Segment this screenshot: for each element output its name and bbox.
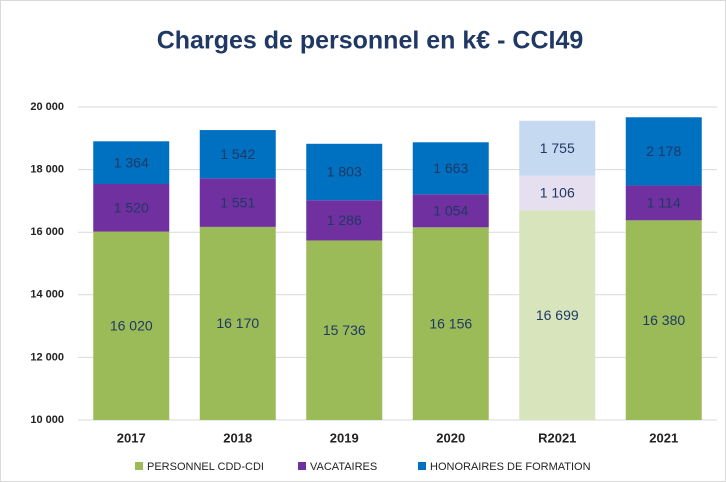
value-label: 1 663 [433,160,468,176]
y-tick-label: 10 000 [30,414,64,426]
value-label: 16 699 [536,307,579,323]
bar-segment [93,231,170,420]
legend-swatch [135,462,143,470]
x-tick-label: 2019 [330,430,359,445]
value-label: 15 736 [323,322,366,338]
x-tick-label: 2017 [117,430,146,445]
bar-segment [625,185,702,221]
bar-segment [306,200,383,241]
legend-swatch [418,462,426,470]
value-label: 2 178 [646,143,681,159]
y-tick-label: 16 000 [30,226,64,238]
value-label: 16 170 [216,315,259,331]
chart-title: Charges de personnel en k€ - CCI49 [157,27,584,55]
y-tick-label: 12 000 [30,351,64,363]
bar-segment [93,141,170,184]
legend-label: HONORAIRES DE FORMATION [430,461,591,473]
value-label: 16 020 [110,317,153,333]
bar-segment [625,220,702,420]
x-tick-label: R2021 [538,430,576,445]
value-label: 1 286 [327,212,362,228]
value-label: 1 114 [647,195,681,211]
value-label: 1 755 [540,140,575,156]
x-tick-label: 2020 [436,430,465,445]
bar-segment [412,142,489,195]
bar-segment [519,175,596,211]
value-label: 16 156 [429,315,472,331]
bar-segment [199,178,276,227]
y-tick-label: 14 000 [30,289,64,301]
y-tick-label: 20 000 [30,101,64,113]
value-label: 1 551 [220,194,255,210]
bar-segment [199,226,276,420]
bar-segment [625,117,702,186]
value-label: 1 803 [327,164,362,180]
legend-label: PERSONNEL CDD-CDI [147,461,264,473]
bar-segment [93,183,170,232]
bar-segment [519,210,596,420]
bar-segment [519,120,596,176]
x-tick-label: 2021 [649,430,678,445]
bar-segment [306,143,383,201]
value-label: 1 364 [114,154,149,170]
value-label: 1 054 [433,203,468,219]
y-tick-label: 18 000 [30,164,64,176]
legend-swatch [298,462,306,470]
value-label: 1 520 [114,199,149,215]
x-tick-label: 2018 [223,430,252,445]
value-label: 16 380 [642,312,685,328]
value-label: 1 106 [540,185,575,201]
legend-label: VACATAIRES [310,461,377,473]
bar-segment [306,240,383,420]
bar-segment [412,227,489,420]
value-label: 1 542 [220,146,255,162]
bar-segment [412,194,489,228]
bar-segment [199,130,276,179]
